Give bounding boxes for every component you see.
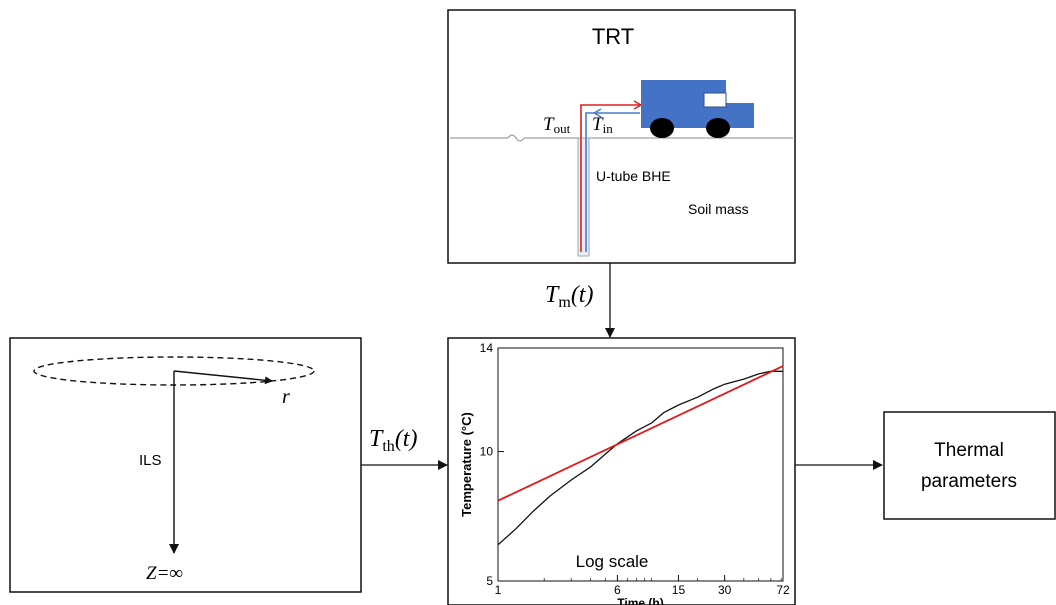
tth-label: Tth(t): [369, 426, 417, 455]
truck-wheel-front: [706, 118, 730, 138]
tth-subscript: th: [382, 438, 394, 455]
ils-label: ILS: [139, 452, 162, 469]
measured-temperature-line: [497, 370, 783, 546]
y-axis-label: Temperature (°C): [459, 412, 474, 517]
y-tick-label: 5: [486, 574, 493, 588]
t-out-symbol: T: [543, 114, 555, 135]
x-tick-label: 30: [718, 583, 732, 597]
tm-label: Tm(t): [545, 282, 593, 311]
z-infinity-label: Z=∞: [146, 563, 183, 584]
t-in-symbol: T: [592, 114, 604, 135]
pipe-out: [580, 104, 640, 252]
ils-box-frame: [9, 337, 362, 593]
trt-title: TRT: [592, 24, 634, 49]
x-tick-label: 15: [672, 583, 686, 597]
soil-mass-label: Soil mass: [688, 201, 749, 217]
chart-annotation: Log scale: [576, 552, 649, 571]
x-tick-label: 72: [776, 583, 790, 597]
ground-break-symbol: [507, 134, 525, 142]
t-in-label: Tin: [592, 114, 613, 136]
fitted-line: [497, 365, 784, 502]
x-tick-label: 1: [495, 583, 502, 597]
truck-wheel-rear: [650, 118, 674, 138]
tm-argument: (t): [571, 282, 594, 308]
t-in-subscript: in: [603, 121, 614, 136]
tm-symbol: T: [545, 282, 560, 308]
radius-label: r: [282, 386, 290, 408]
plot-frame: [497, 347, 784, 582]
tth-symbol: T: [369, 426, 384, 452]
ils-box: r ILS Z=∞: [9, 337, 362, 593]
pipe-in-arrow-icon: [592, 108, 602, 118]
t-out-label: Tout: [543, 114, 571, 136]
chart-box-frame: [447, 337, 796, 605]
truck-window: [703, 92, 727, 108]
trt-box: TRT Tout Tin U-tube BHE Soil mass: [447, 9, 796, 264]
x-tick-label: 6: [614, 583, 621, 597]
output-box-frame: [883, 411, 1056, 520]
t-out-subscript: out: [554, 121, 571, 136]
output-box: Thermal parameters: [883, 411, 1056, 520]
tm-subscript: m: [558, 294, 571, 311]
borehole: [577, 137, 590, 257]
tth-argument: (t): [395, 426, 418, 452]
chart-box: 1 6 15 30 72 5 10 14 Time (h) Temperature (°C) Lo…: [447, 337, 796, 605]
y-tick-label: 10: [480, 445, 494, 459]
x-axis-label: Time (h): [617, 596, 663, 605]
truck-icon: [641, 80, 754, 138]
ubhe-label: U-tube BHE: [596, 168, 671, 184]
plot-area: 1 6 15 30 72 5 10 14 Time (h) Temperature (°C): [459, 341, 790, 605]
pipe-in: [585, 112, 640, 252]
y-tick-label: 14: [480, 341, 494, 355]
output-line-2: parameters: [921, 471, 1017, 492]
truck-cab: [724, 103, 754, 128]
output-line-1: Thermal: [934, 440, 1004, 461]
trt-box-frame: [447, 9, 796, 264]
radius-arrow: [173, 370, 273, 385]
